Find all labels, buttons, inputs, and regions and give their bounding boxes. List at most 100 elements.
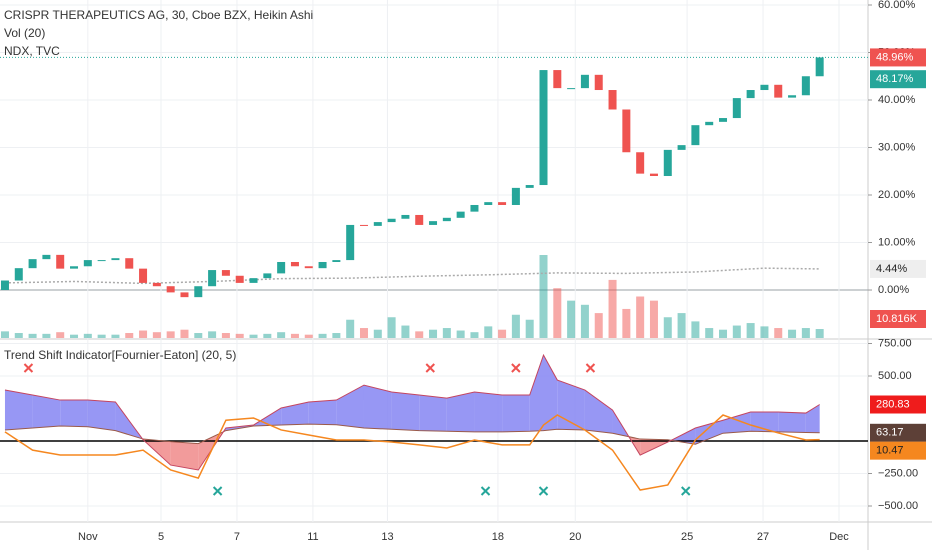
volume-bar — [277, 332, 286, 338]
trend-fill — [557, 380, 585, 430]
volume-bar — [42, 333, 51, 338]
volume-bar — [539, 255, 548, 338]
volume-bar — [484, 326, 493, 338]
candle-body — [318, 261, 327, 269]
volume-bar — [14, 333, 23, 338]
x-tick-label: Dec — [829, 531, 849, 543]
signal-line — [4, 414, 820, 491]
volume-bar — [525, 319, 534, 338]
y-tick-label: −250.00 — [878, 467, 918, 479]
signal-cross — [212, 486, 223, 496]
volume-bar — [221, 333, 230, 338]
candle-body — [760, 84, 769, 91]
volume-bar — [705, 328, 714, 338]
volume-bar — [719, 329, 728, 338]
volume-bar — [553, 288, 562, 338]
candle-body — [332, 260, 341, 262]
candle-body — [498, 202, 507, 205]
volume-bar — [649, 300, 658, 338]
trend-fill — [170, 441, 199, 470]
candle-body — [567, 88, 576, 90]
candle-body — [194, 286, 203, 298]
x-tick-label: 13 — [381, 531, 393, 543]
last-value-label: 10.47 — [876, 445, 904, 457]
volume-bar — [180, 329, 189, 338]
volume-bar — [456, 330, 465, 338]
y-tick-label: 60.00% — [878, 0, 916, 11]
candle-body — [401, 214, 410, 219]
volume-bar — [346, 319, 355, 338]
candle-body — [429, 221, 438, 225]
candle-body — [525, 185, 534, 188]
volume-bar — [746, 323, 755, 338]
candle-body — [484, 202, 493, 205]
volume-bar — [801, 328, 810, 338]
candle-body — [636, 152, 645, 174]
candle-body — [290, 261, 299, 267]
candle-body — [111, 258, 120, 261]
candle-body — [152, 282, 161, 287]
signal-cross — [538, 486, 549, 496]
last-value-label: 4.44% — [876, 263, 907, 275]
volume-bar — [677, 313, 686, 338]
volume-bar — [732, 325, 741, 338]
trend-fill — [502, 394, 530, 432]
volume-bar — [387, 317, 396, 338]
candle-body — [442, 217, 451, 222]
trend-fill — [336, 385, 364, 429]
volume-bar — [760, 326, 769, 338]
candle-body — [580, 74, 589, 89]
x-tick-label: 11 — [307, 531, 318, 543]
trend-fill — [446, 392, 475, 432]
trend-fill — [363, 385, 392, 430]
last-value-badge — [870, 70, 926, 89]
volume-bar — [511, 314, 520, 338]
last-value-label: 10.816K — [876, 313, 918, 325]
candle-body — [42, 254, 51, 260]
signal-cross — [681, 486, 691, 496]
trend-fill — [60, 400, 88, 427]
candle-body — [663, 149, 672, 177]
y-tick-label: 0.00% — [878, 284, 909, 296]
volume-bar — [567, 300, 576, 338]
trend-fill — [32, 394, 61, 429]
volume-bar — [608, 279, 617, 338]
candle-body — [373, 222, 382, 226]
volume-bar — [332, 333, 341, 338]
last-value-badge — [870, 310, 926, 328]
candle-body — [470, 204, 479, 212]
trend-fill — [391, 392, 420, 431]
volume-bar — [815, 329, 824, 338]
candle-body — [56, 254, 65, 269]
volume-bar — [429, 329, 438, 338]
candle-body — [14, 268, 23, 281]
trend-fill — [584, 390, 613, 434]
volume-bar — [442, 328, 451, 338]
signal-cross — [425, 363, 435, 373]
volume-bar — [415, 331, 424, 338]
trend-fill — [419, 394, 447, 432]
x-tick-label: Nov — [78, 531, 98, 543]
candle-body — [456, 211, 465, 218]
y-tick-label: −500.00 — [878, 500, 918, 512]
trend-fill — [308, 400, 337, 425]
x-tick-label: 7 — [234, 531, 240, 543]
candle-body — [622, 109, 631, 153]
signal-cross — [23, 363, 34, 373]
volume-bar — [594, 313, 603, 338]
candle-body — [97, 260, 106, 262]
volume-bar — [139, 330, 148, 338]
candle-body — [746, 90, 755, 99]
indicator-title: Trend Shift Indicator[Fournier-Eaton] (2… — [4, 348, 236, 362]
last-value-badge — [870, 395, 926, 414]
volume-bar — [194, 333, 203, 338]
volume-bar — [83, 333, 92, 338]
volume-bar — [97, 334, 106, 338]
candle-body — [801, 76, 810, 96]
candle-body — [83, 260, 92, 267]
volume-bar — [498, 329, 507, 338]
volume-bar — [166, 331, 175, 338]
volume-bar — [208, 331, 217, 338]
trend-fill — [671, 428, 696, 445]
